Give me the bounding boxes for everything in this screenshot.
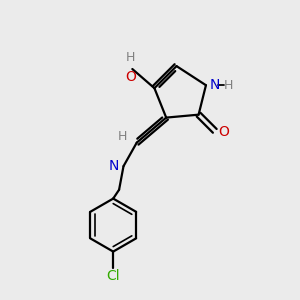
Text: N: N xyxy=(109,159,119,173)
Text: H: H xyxy=(126,51,136,64)
Text: N: N xyxy=(209,78,220,92)
Text: Cl: Cl xyxy=(106,269,120,283)
Text: H: H xyxy=(224,79,234,92)
Text: H: H xyxy=(118,130,127,143)
Text: O: O xyxy=(125,70,136,84)
Text: O: O xyxy=(219,125,230,139)
